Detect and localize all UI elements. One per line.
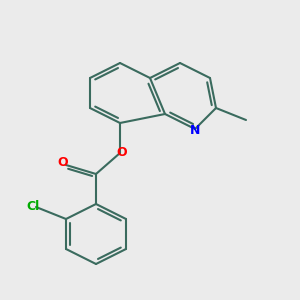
Text: N: N [190, 124, 200, 137]
Text: O: O [116, 146, 127, 160]
Text: Cl: Cl [26, 200, 40, 214]
Text: O: O [58, 155, 68, 169]
